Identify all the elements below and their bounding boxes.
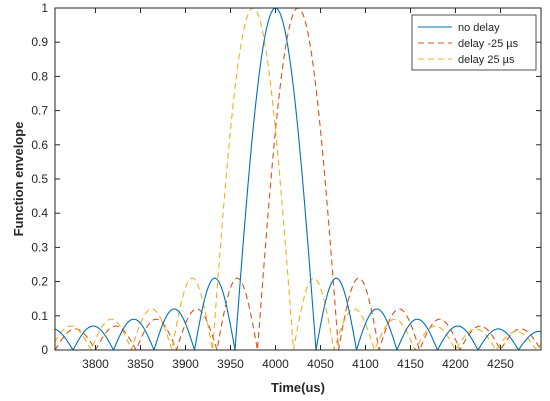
x-ticks: 3800 3850 3900 3950 4000 4050 4100 4150 4200 4250 <box>82 8 514 371</box>
x-tick-label: 3900 <box>172 357 199 371</box>
y-tick-label: 0.8 <box>31 69 48 83</box>
legend: no delay delay -25 µs delay 25 µs <box>411 14 537 71</box>
y-tick-label: 0.3 <box>31 240 48 254</box>
series-line-0 <box>55 8 541 350</box>
y-tick-label: 0.6 <box>31 138 48 152</box>
legend-label: delay -25 µs <box>458 38 519 50</box>
y-ticks: 0 0.1 0.2 0.3 0.4 0.5 0.6 0.7 0.8 0.9 1 <box>31 1 541 357</box>
x-axis-label: Time(us) <box>271 380 325 395</box>
curves-group <box>55 8 541 350</box>
x-tick-label: 4000 <box>262 357 289 371</box>
legend-label: delay 25 µs <box>458 54 515 66</box>
x-tick-label: 3800 <box>82 357 109 371</box>
y-tick-label: 0 <box>41 343 48 357</box>
x-tick-label: 4150 <box>397 357 424 371</box>
series-line-2 <box>55 8 541 350</box>
y-tick-label: 0.9 <box>31 35 48 49</box>
y-tick-label: 1 <box>41 1 48 15</box>
x-tick-label: 3850 <box>127 357 154 371</box>
x-tick-label: 4250 <box>487 357 514 371</box>
y-tick-label: 0.5 <box>31 172 48 186</box>
x-tick-label: 4050 <box>307 357 334 371</box>
y-axis-label: Function envelope <box>11 122 26 237</box>
y-tick-label: 0.1 <box>31 309 48 323</box>
y-tick-label: 0.7 <box>31 104 48 118</box>
legend-label: no delay <box>458 22 500 34</box>
y-tick-label: 0.2 <box>31 275 48 289</box>
x-tick-label: 4100 <box>352 357 379 371</box>
x-tick-label: 4200 <box>442 357 469 371</box>
y-tick-label: 0.4 <box>31 206 48 220</box>
x-tick-label: 3950 <box>217 357 244 371</box>
